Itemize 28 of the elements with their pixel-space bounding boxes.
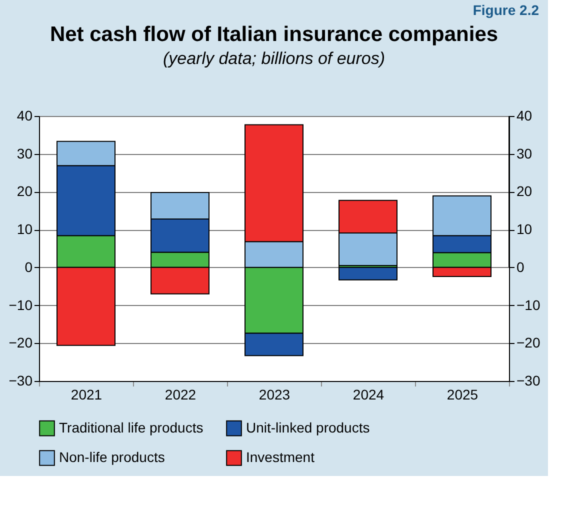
y-tick-label: 40 [16,108,33,124]
chart-subtitle: (yearly data; billions of euros) [162,49,386,68]
x-tick-label: 2023 [258,386,290,402]
caption: Figure 2.2 [472,2,540,18]
y2-tick-label: −30 [516,372,540,388]
y2-tick-label: 10 [516,221,532,238]
legend-label: Traditional life products [59,419,204,436]
legend-label: Unit-linked products [246,419,370,436]
y2-tick-label: 20 [516,183,532,200]
legend-label: Non-life products [59,449,165,465]
y-tick-label: −10 [8,296,33,313]
x-tick-label: 2022 [164,386,196,402]
y2-tick-label: −20 [516,334,540,351]
y-tick-label: 10 [16,221,33,238]
x-tick-label: 2021 [70,386,102,402]
x-tick-label: 2024 [352,386,384,402]
legend-label: Investment [246,449,315,465]
y-tick-label: 20 [16,183,33,200]
x-tick-label: 2025 [446,386,478,402]
y-tick-label: −30 [8,372,33,388]
chart-title: Net cash flow of Italian insurance companies [50,23,498,46]
y2-tick-label: −10 [516,296,540,313]
y-tick-label: 0 [24,258,33,275]
y2-tick-label: 40 [516,108,532,124]
y2-tick-label: 0 [516,258,524,275]
y-tick-label: −20 [8,334,33,351]
y-tick-label: 30 [16,145,33,162]
y2-tick-label: 30 [516,145,532,162]
